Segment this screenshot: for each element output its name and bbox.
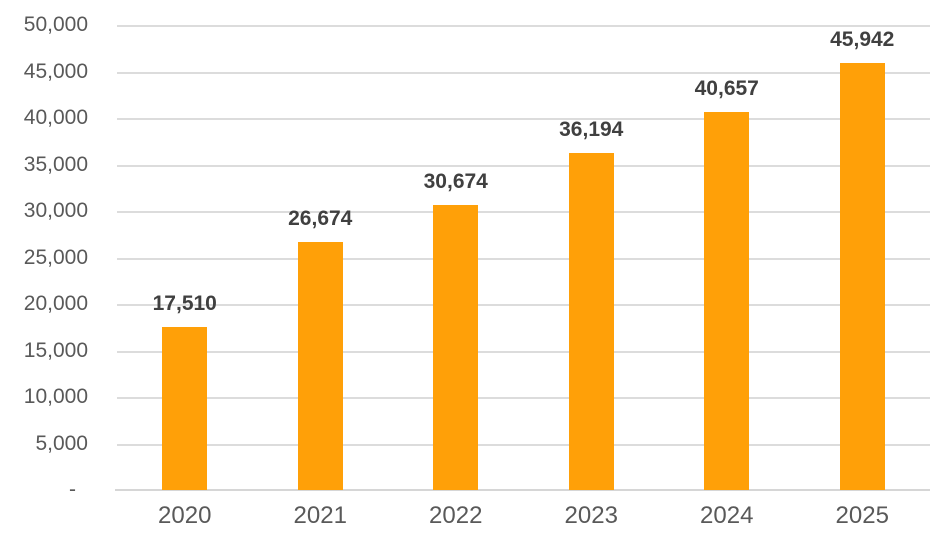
gridline-10000	[117, 397, 930, 399]
y-tick-label-10000: 10,000	[23, 385, 88, 408]
y-tick-label-45000: 45,000	[23, 59, 88, 83]
gridline-20000	[117, 304, 930, 306]
gridline-35000	[117, 164, 930, 167]
y-tick-label-25000: 25,000	[23, 245, 88, 269]
gridline-5000	[117, 443, 930, 446]
gridline-45000	[117, 71, 930, 74]
data-label-2023: 36,194	[559, 118, 624, 142]
gridline-40000	[117, 118, 930, 120]
y-tick-label-5000: 5,000	[35, 431, 88, 455]
gridline-25000	[117, 257, 930, 260]
data-label-2022: 30,674	[423, 169, 488, 193]
bar-2025	[839, 62, 885, 490]
x-tick-label-2025: 2025	[835, 502, 889, 529]
y-tick-label-0: -	[69, 478, 76, 501]
gridline-50000	[117, 25, 930, 27]
data-label-2024: 40,657	[694, 76, 759, 100]
y-tick-label-40000: 40,000	[23, 106, 88, 129]
x-axis-line	[115, 489, 930, 491]
bar-2024	[704, 111, 750, 490]
y-tick-label-30000: 30,000	[23, 199, 88, 222]
bar-2022	[433, 204, 479, 490]
bar-2021	[297, 241, 343, 490]
x-tick-label-2020: 2020	[158, 502, 212, 529]
y-tick-label-15000: 15,000	[23, 338, 88, 362]
x-tick-label-2023: 2023	[564, 502, 618, 529]
y-tick-label-35000: 35,000	[23, 152, 88, 176]
x-tick-label-2024: 2024	[700, 502, 754, 529]
data-label-2020: 17,510	[152, 292, 217, 316]
y-tick-label-50000: 50,000	[23, 13, 88, 36]
x-tick-label-2021: 2021	[293, 502, 347, 529]
data-label-2025: 45,942	[830, 27, 895, 51]
data-label-2021: 26,674	[288, 206, 353, 230]
gridline-15000	[117, 350, 930, 353]
bar-2023	[568, 153, 614, 490]
plot-area: 17,510 26,674 30,674 36,194 40,657 45,942	[115, 25, 930, 491]
x-tick-label-2022: 2022	[429, 502, 483, 529]
gridline-30000	[117, 211, 930, 213]
bar-2020	[162, 327, 208, 490]
y-tick-label-20000: 20,000	[23, 292, 88, 315]
